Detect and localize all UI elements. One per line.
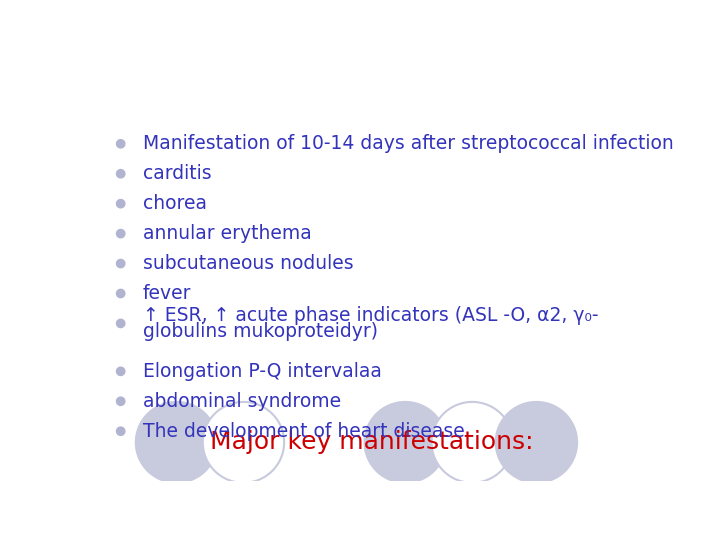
Ellipse shape bbox=[203, 402, 284, 483]
Text: The development of heart disease: The development of heart disease bbox=[143, 422, 465, 441]
Text: Major key manifestations:: Major key manifestations: bbox=[210, 430, 534, 454]
Circle shape bbox=[117, 170, 125, 178]
Circle shape bbox=[117, 230, 125, 238]
Circle shape bbox=[117, 319, 125, 328]
Text: annular erythema: annular erythema bbox=[143, 224, 312, 243]
Text: fever: fever bbox=[143, 284, 192, 303]
Ellipse shape bbox=[495, 402, 577, 483]
Circle shape bbox=[117, 140, 125, 148]
Circle shape bbox=[117, 367, 125, 375]
Circle shape bbox=[117, 397, 125, 406]
Text: carditis: carditis bbox=[143, 164, 212, 183]
Circle shape bbox=[117, 289, 125, 298]
Circle shape bbox=[117, 427, 125, 435]
Text: globulins mukoproteidyr): globulins mukoproteidyr) bbox=[143, 322, 378, 341]
Text: ↑ ESR, ↑ acute phase indicators (ASL -O, α2, γ₀-: ↑ ESR, ↑ acute phase indicators (ASL -O,… bbox=[143, 306, 598, 325]
Text: subcutaneous nodules: subcutaneous nodules bbox=[143, 254, 354, 273]
Text: Manifestation of 10-14 days after streptococcal infection: Manifestation of 10-14 days after strept… bbox=[143, 134, 674, 153]
Circle shape bbox=[117, 199, 125, 208]
Text: chorea: chorea bbox=[143, 194, 207, 213]
Ellipse shape bbox=[136, 402, 217, 483]
Ellipse shape bbox=[364, 402, 446, 483]
Ellipse shape bbox=[431, 402, 513, 483]
Text: Elongation P-Q intervalaa: Elongation P-Q intervalaa bbox=[143, 362, 382, 381]
Text: abdominal syndrome: abdominal syndrome bbox=[143, 392, 341, 411]
Circle shape bbox=[117, 259, 125, 268]
